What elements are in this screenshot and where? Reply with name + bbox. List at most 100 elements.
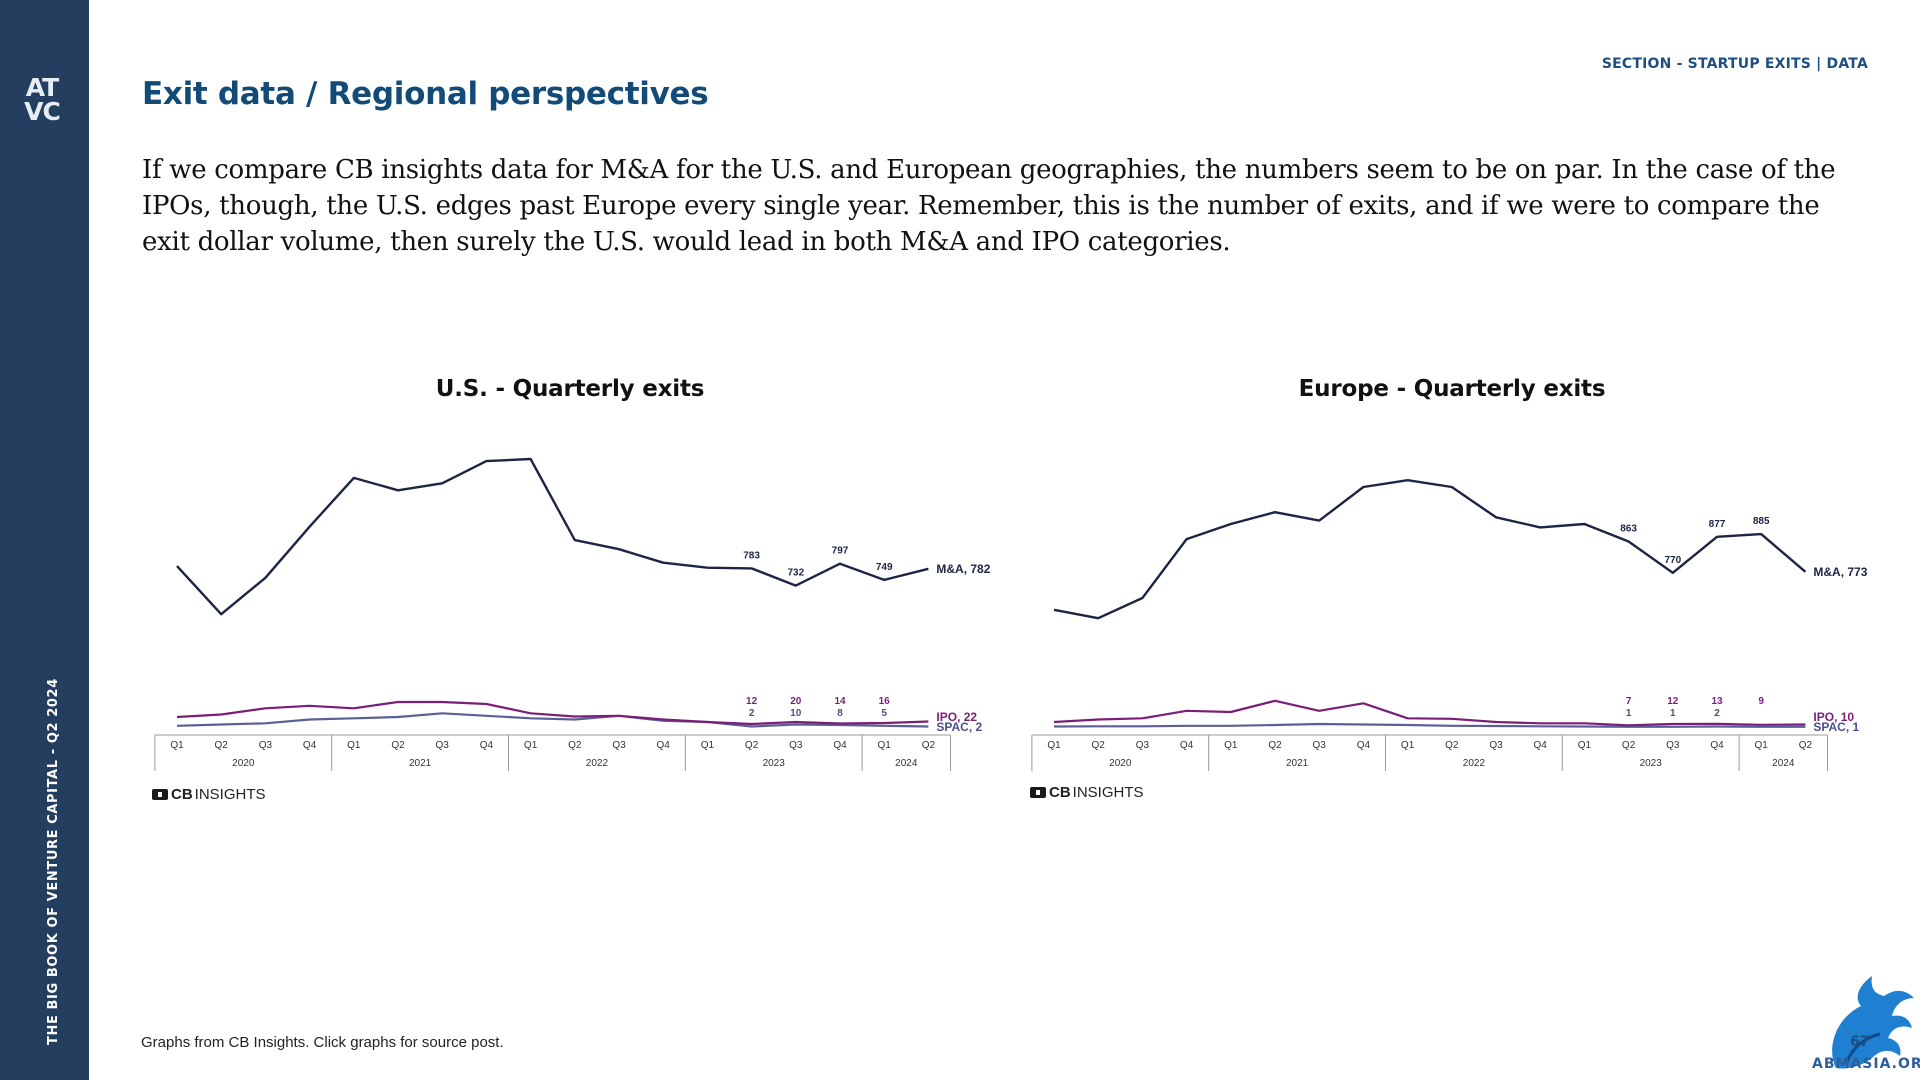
us-ma-data-label: 749 [876,562,893,573]
us-x-tick-label: Q2 [922,740,936,751]
europe-quarterly-exits-chart[interactable]: SPAC, 1 IPO, 10 M&A, 773 863 770 877 885 7 12 13 9… [1027,455,1887,775]
section-label: SECTION - STARTUP EXITS | DATA [1601,56,1868,72]
eu-spac-data-label: 1 [1670,708,1676,719]
eu-x-tick-label: Q2 [1799,740,1813,751]
us-year-label: 2020 [232,758,255,769]
eu-x-tick-label: Q3 [1666,740,1680,751]
eu-ma-line [1053,479,1807,620]
body-paragraph: If we compare CB insights data for M&A f… [142,155,1836,257]
cb-logo-rest: INSIGHTS [194,786,266,803]
us-ipo-data-label: 20 [790,696,802,707]
us-x-tick-label: Q3 [259,740,273,751]
eu-ma-data-label: 863 [1620,523,1637,534]
eu-ipo-data-label: 7 [1626,696,1632,707]
eu-x-tick-label: Q1 [1224,740,1238,751]
eu-x-tick-label: Q1 [1755,740,1769,751]
us-spac-end-label: SPAC, 2 [936,720,982,734]
us-ma-data-label: 783 [743,550,760,561]
eu-x-tick-label: Q1 [1047,740,1061,751]
eu-year-label: 2022 [1463,758,1486,769]
us-ma-line [176,457,929,616]
us-spac-data-label: 8 [837,708,843,719]
us-ipo-data-label: 12 [746,696,758,707]
cb-insights-logo-us: CB INSIGHTS [152,786,266,803]
us-ipo-data-label: 14 [834,696,846,707]
eu-x-tick-label: Q3 [1313,740,1327,751]
eu-ipo-data-label: 12 [1667,696,1679,707]
us-x-tick-label: Q1 [701,740,715,751]
eu-spac-line [1053,722,1806,728]
logo-top-letters: AT [25,73,59,102]
cb-logo-bold: CB [171,786,193,803]
eu-x-tick-label: Q3 [1489,740,1503,751]
eu-spac-data-label: 1 [1626,708,1632,719]
page-title: Exit data / Regional perspectives [142,76,709,112]
eu-x-tick-label: Q4 [1534,740,1548,751]
us-ipo-data-label: 16 [879,696,891,707]
us-year-label: 2021 [409,758,432,769]
us-spac-line [176,712,929,728]
us-x-tick-label: Q2 [745,740,759,751]
us-year-label: 2022 [586,758,609,769]
bird-logo-icon [1832,976,1914,1069]
eu-x-tick-label: Q3 [1136,740,1150,751]
cb-logo-bold: CB [1049,784,1071,801]
eu-x-tick-label: Q2 [1445,740,1459,751]
us-quarterly-exits-chart[interactable]: SPAC, 2 IPO, 22 M&A, 782 783 732 797 749 12 20 14… [150,455,1010,775]
us-spac-data-label: 5 [881,708,887,719]
us-spac-data-label: 10 [790,708,802,719]
eu-spac-end-label: SPAC, 1 [1813,720,1859,734]
eu-x-tick-label: Q4 [1357,740,1371,751]
us-x-tick-label: Q3 [789,740,803,751]
eu-ipo-data-label: 13 [1711,696,1723,707]
atvc-logo[interactable]: AT VC [22,73,62,126]
us-x-tick-label: Q2 [391,740,405,751]
us-year-label: 2023 [763,758,786,769]
us-ipo-end-label: IPO, 22 [936,710,977,724]
eu-x-tick-label: Q2 [1268,740,1282,751]
us-x-tick-label: Q2 [568,740,582,751]
cb-logo-rest: INSIGHTS [1072,784,1144,801]
us-x-tick-label: Q4 [657,740,671,751]
cb-insights-logo-europe: CB INSIGHTS [1030,784,1144,801]
eu-ipo-data-label: 9 [1758,696,1764,707]
eu-year-label: 2021 [1286,758,1309,769]
us-x-tick-label: Q3 [612,740,626,751]
eu-x-tick-label: Q2 [1622,740,1636,751]
europe-chart-title: Europe - Quarterly exits [1298,376,1606,402]
eu-x-tick-label: Q4 [1180,740,1194,751]
us-year-label: 2024 [895,758,918,769]
eu-x-tick-label: Q2 [1092,740,1106,751]
us-x-tick-label: Q4 [480,740,494,751]
logo-bottom-letters: VC [24,97,61,126]
eu-spac-data-label: 2 [1714,708,1720,719]
sidebar: AT VC THE BIG BOOK OF VENTURE CAPITAL - … [0,0,89,1080]
us-x-tick-label: Q1 [524,740,538,751]
eu-ma-data-label: 885 [1753,516,1770,527]
us-ipo-line [176,700,929,726]
book-title-vertical: THE BIG BOOK OF VENTURE CAPITAL - Q2 202… [46,678,61,1045]
us-x-tick-label: Q4 [833,740,847,751]
eu-ipo-end-label: IPO, 10 [1813,710,1854,724]
cb-insights-icon [152,789,168,800]
us-ma-data-label: 732 [787,568,804,579]
eu-x-tick-label: Q4 [1710,740,1724,751]
us-chart-title: U.S. - Quarterly exits [435,376,705,402]
eu-ma-data-label: 770 [1664,555,1681,566]
us-ma-end-label: M&A, 782 [936,562,990,576]
eu-x-tick-label: Q1 [1401,740,1415,751]
us-ma-data-label: 797 [832,546,849,557]
eu-ma-end-label: M&A, 773 [1813,565,1867,579]
us-x-tick-label: Q1 [878,740,892,751]
us-spac-data-label: 2 [749,708,755,719]
us-x-tick-label: Q1 [347,740,361,751]
eu-year-label: 2024 [1772,758,1795,769]
eu-year-label: 2020 [1109,758,1132,769]
eu-x-tick-label: Q1 [1578,740,1592,751]
page-number: 67 [1850,1034,1870,1050]
us-x-tick-label: Q4 [303,740,317,751]
us-x-tick-label: Q2 [215,740,229,751]
eu-year-label: 2023 [1640,758,1663,769]
